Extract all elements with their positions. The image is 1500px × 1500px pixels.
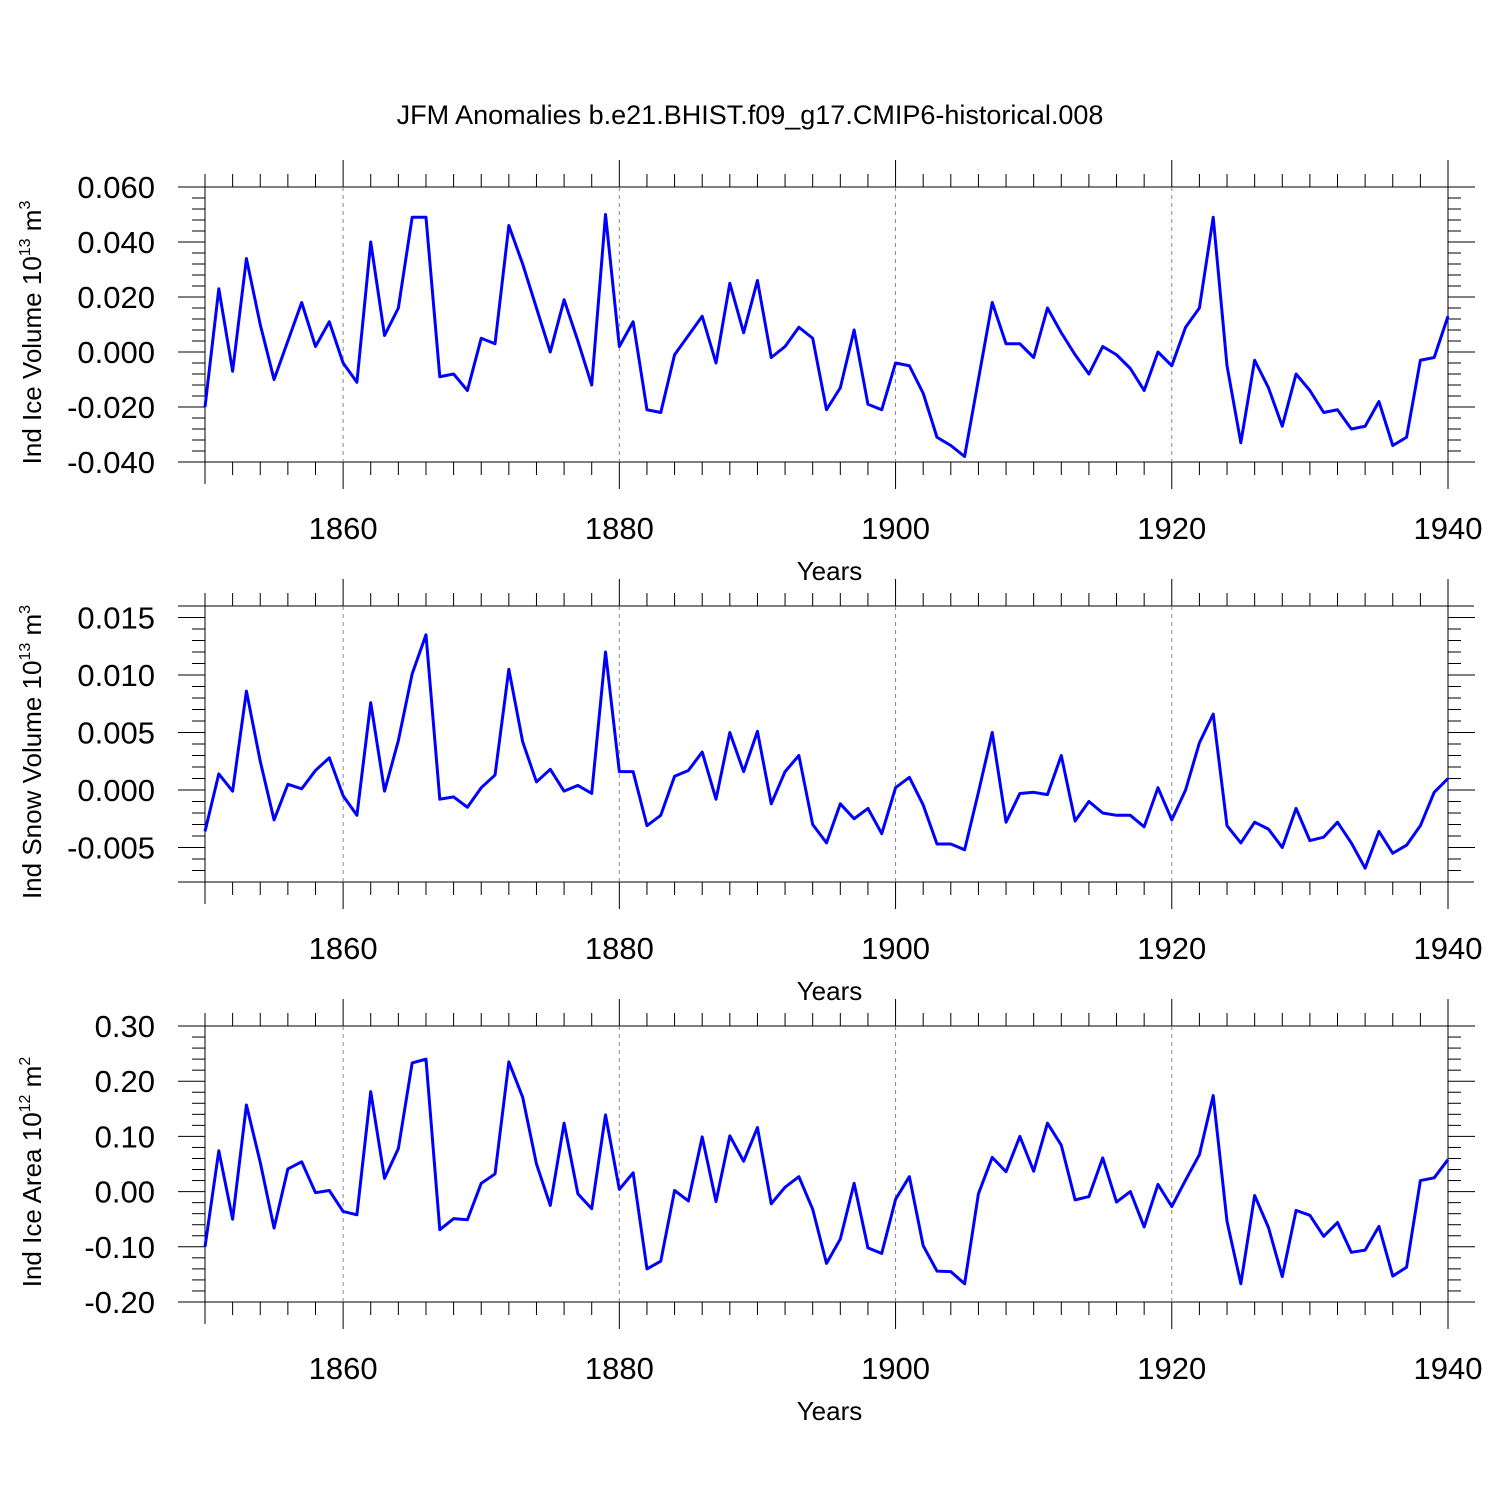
y-tick-label: -0.020 [67, 390, 155, 425]
x-tick-label: 1940 [1414, 511, 1483, 546]
x-tick-label: 1920 [1137, 511, 1206, 546]
figure-title: JFM Anomalies b.e21.BHIST.f09_g17.CMIP6-… [397, 100, 1104, 130]
series-line-snow-volume [203, 633, 1450, 870]
x-tick-label: 1940 [1414, 931, 1483, 966]
y-tick-label: -0.005 [67, 831, 155, 866]
y-tick-label: 0.015 [77, 601, 155, 636]
x-tick-label: 1940 [1414, 1351, 1483, 1386]
y-axis-title-unit-exponent: 2 [17, 1057, 34, 1066]
y-axis-title-main: Ind Ice Volume 10 [17, 256, 47, 464]
y-tick-label: 0.005 [77, 716, 155, 751]
y-tick-label: 0.060 [77, 170, 155, 205]
y-tick-label: 0.040 [77, 225, 155, 260]
y-axis-title-exponent: 13 [17, 238, 34, 256]
x-tick-label: 1880 [585, 931, 654, 966]
panel-snow-volume: 1860 1880 1900 1920 1940 -0.005 0.000 0.005 0.01… [17, 579, 1482, 1006]
x-tick-label: 1900 [861, 931, 930, 966]
panel-ice-volume: 1860 1880 1900 1920 1940 -0.040 -0.020 0.000 0.0… [17, 160, 1482, 586]
y-axis-title-unit: m [17, 1066, 47, 1095]
y-tick-label: -0.040 [67, 445, 155, 480]
y-tick-label: 0.000 [77, 335, 155, 370]
y-tick-label: 0.10 [95, 1119, 155, 1154]
x-tick-label: 1860 [309, 1351, 378, 1386]
y-tick-label: 0.010 [77, 658, 155, 693]
y-axis-title-unit-exponent: 3 [17, 201, 34, 210]
series-line-ice-area [203, 1057, 1450, 1286]
y-axis-title: Ind Ice Area 1012 m2 [17, 1057, 47, 1288]
y-axis-title-unit-exponent: 3 [17, 605, 34, 614]
y-axis-title: Ind Ice Volume 1013 m3 [17, 201, 47, 465]
y-axis-title-exponent: 13 [17, 643, 34, 661]
series-line-ice-volume [203, 213, 1450, 458]
x-axis-title: Years [797, 976, 863, 1006]
y-tick-label: 0.30 [95, 1009, 155, 1044]
y-tick-label: 0.00 [95, 1175, 155, 1210]
panel-ice-area: 1860 1880 1900 1920 1940 -0.20 -0.10 0.00 0.10 0.… [17, 999, 1482, 1426]
plot-frame [204, 186, 1449, 463]
x-tick-label: 1920 [1137, 931, 1206, 966]
x-tick-label: 1880 [585, 511, 654, 546]
x-tick-label: 1900 [861, 511, 930, 546]
y-tick-label: -0.20 [84, 1285, 155, 1320]
y-tick-label: 0.000 [77, 773, 155, 808]
x-axis-title: Years [797, 556, 863, 586]
x-tick-label: 1860 [309, 931, 378, 966]
y-axis-title-unit: m [17, 614, 47, 643]
x-axis-title: Years [797, 1396, 863, 1426]
x-tick-label: 1880 [585, 1351, 654, 1386]
x-tick-label: 1920 [1137, 1351, 1206, 1386]
y-axis-title-main: Ind Ice Area 10 [17, 1112, 47, 1287]
y-axis-title-unit: m [17, 210, 47, 239]
y-axis-title: Ind Snow Volume 1013 m3 [17, 605, 47, 899]
y-axis-title-exponent: 12 [17, 1094, 34, 1112]
chart-panels: 1860 1880 1900 1920 1940 -0.040 -0.020 0.000 0.0… [17, 160, 1482, 1426]
plot-frame [204, 1025, 1449, 1303]
y-tick-label: 0.20 [95, 1064, 155, 1099]
x-tick-label: 1860 [309, 511, 378, 546]
x-tick-label: 1900 [861, 1351, 930, 1386]
y-axis-title-main: Ind Snow Volume 10 [17, 661, 47, 900]
y-tick-label: -0.10 [84, 1230, 155, 1265]
y-tick-label: 0.020 [77, 280, 155, 315]
